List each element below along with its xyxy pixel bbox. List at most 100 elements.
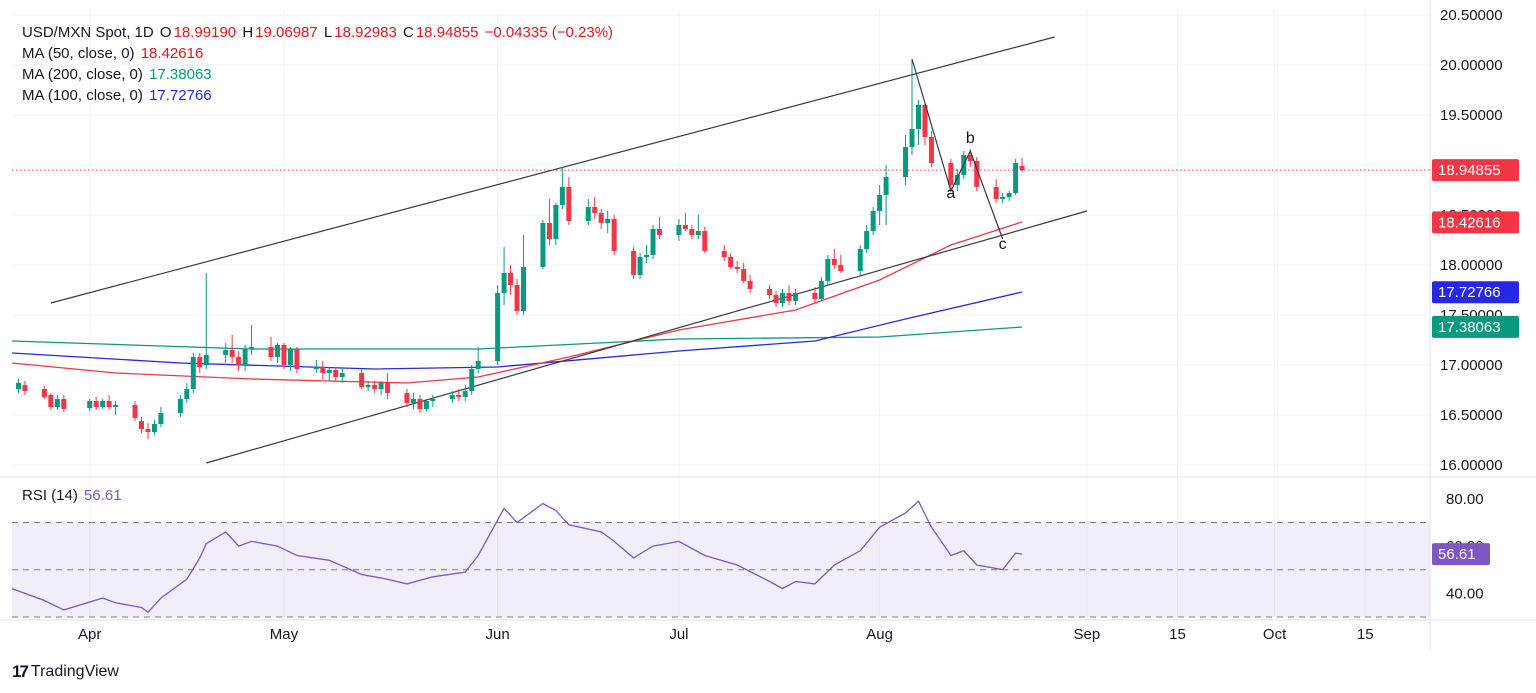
- ma50-line: [11, 221, 1023, 384]
- candle-body: [883, 177, 889, 195]
- candle-body: [1006, 193, 1012, 197]
- candle: [656, 217, 662, 239]
- candle-body: [948, 163, 954, 185]
- candle-body: [177, 399, 183, 413]
- candle-body: [909, 129, 915, 147]
- candle-body: [676, 225, 682, 235]
- price-tick-label: 16.00000: [1440, 457, 1503, 474]
- candle: [831, 249, 837, 269]
- candle-body: [637, 257, 643, 275]
- candle: [948, 159, 954, 191]
- candle-body: [197, 357, 203, 367]
- candle: [184, 383, 190, 403]
- change-value: −0.04335 (−0.23%): [484, 24, 614, 41]
- candle-body: [449, 395, 455, 399]
- candle: [359, 369, 365, 389]
- candle-body: [734, 267, 740, 269]
- candle: [721, 245, 727, 261]
- candle-body: [682, 225, 688, 229]
- candle: [585, 199, 591, 225]
- candle-body: [922, 105, 928, 137]
- date-tick-label: May: [270, 626, 299, 643]
- candle: [598, 209, 604, 229]
- candle-body: [372, 385, 378, 389]
- candle-body: [566, 187, 572, 221]
- candle-body: [857, 249, 863, 271]
- symbol-label: USD/MXN Spot, 1D: [22, 24, 154, 41]
- candle: [954, 169, 960, 191]
- price-scale-labels: 18.94855 18.42616 17.72766 17.38063 56.61: [1432, 159, 1519, 566]
- candle-body: [974, 161, 980, 187]
- candle-body: [967, 155, 973, 161]
- candle: [928, 131, 934, 167]
- candle-body: [838, 265, 844, 271]
- candle-body: [605, 219, 611, 223]
- wave-label: a: [946, 185, 955, 202]
- rsi-series-line: [11, 500, 1023, 614]
- candle-body: [741, 269, 747, 281]
- candle-body: [469, 369, 475, 391]
- candle-body: [818, 281, 824, 299]
- candle: [521, 235, 527, 315]
- candle: [197, 353, 203, 373]
- candle: [1013, 159, 1019, 195]
- open-value: 18.99190: [173, 24, 237, 41]
- candle: [631, 247, 637, 279]
- date-tick-label: Apr: [78, 626, 101, 643]
- candle-body: [41, 389, 47, 397]
- candle: [864, 225, 870, 253]
- ma50-label: MA (50, close, 0): [22, 45, 135, 62]
- candle-body: [767, 289, 773, 295]
- candle-body: [864, 231, 870, 249]
- candle-body: [831, 259, 837, 265]
- candle-body: [404, 393, 410, 403]
- candle-body: [48, 395, 54, 407]
- candle: [372, 381, 378, 393]
- candle: [404, 389, 410, 407]
- candle-body: [22, 385, 28, 391]
- candle-body: [87, 401, 93, 408]
- candle: [728, 253, 734, 269]
- high-label: H: [242, 24, 254, 41]
- candle: [786, 285, 792, 305]
- candle: [41, 386, 47, 399]
- candle-body: [475, 361, 481, 369]
- candle-body: [553, 205, 559, 239]
- candle: [469, 365, 475, 395]
- candle-body: [702, 231, 708, 251]
- candle: [792, 289, 798, 305]
- candle-body: [747, 281, 753, 289]
- wave-label: b: [966, 130, 975, 147]
- candle: [540, 220, 546, 269]
- candle-body: [508, 273, 514, 285]
- candle-body: [611, 219, 617, 251]
- price-badge-bg: [1432, 159, 1519, 182]
- candle: [501, 247, 507, 305]
- candle: [242, 345, 248, 371]
- ma200-label: MA (200, close, 0): [22, 66, 143, 83]
- candle: [650, 225, 656, 259]
- candle: [87, 399, 93, 411]
- candle-body: [138, 421, 144, 429]
- candle-body: [501, 273, 507, 293]
- date-tick-label: Oct: [1263, 626, 1287, 643]
- candle-body: [695, 231, 701, 235]
- candle-body: [229, 350, 235, 357]
- candle-body: [812, 293, 818, 299]
- candle: [313, 360, 319, 373]
- candle: [825, 255, 831, 285]
- price-tick-label: 17.00000: [1440, 357, 1503, 374]
- tradingview-logo[interactable]: 17 TradingView: [12, 661, 119, 683]
- candle-body: [780, 293, 786, 303]
- candle-body: [825, 259, 831, 281]
- ma100-line: [11, 291, 1023, 370]
- candle-body: [410, 399, 416, 403]
- candle-body: [132, 405, 138, 418]
- ma100-value: 17.72766: [149, 87, 212, 104]
- candle-body: [145, 429, 151, 432]
- candle: [644, 245, 650, 263]
- candle: [417, 395, 423, 413]
- candle-body: [786, 293, 792, 301]
- candle: [100, 399, 106, 409]
